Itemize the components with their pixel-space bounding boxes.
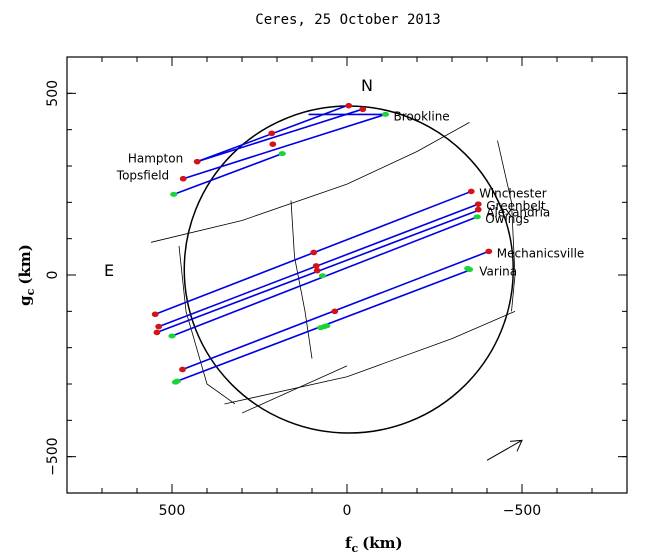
station-label: Brookline <box>394 109 450 123</box>
y-axis-subscript: c <box>24 288 37 295</box>
station-label: Greenbelt <box>486 199 546 213</box>
axis-ticks: 500 0 −500 500 0 −500 <box>45 57 627 519</box>
green-timing-point <box>317 325 325 331</box>
grid-line <box>178 245 236 405</box>
station-label: Topsfield <box>116 169 169 183</box>
y-axis-symbol: g <box>16 295 34 306</box>
red-timing-point <box>268 130 276 137</box>
red-timing-point <box>485 248 493 255</box>
chord-line <box>173 152 283 196</box>
y-tick-label: −500 <box>45 437 61 475</box>
green-timing-point <box>323 323 331 329</box>
red-timing-point <box>467 188 475 195</box>
station-label: Owings <box>485 212 529 226</box>
plot-border <box>66 56 628 494</box>
y-axis-unit: (km) <box>16 244 34 284</box>
station-label: Alexandria <box>486 205 550 219</box>
east-label: E <box>104 261 114 280</box>
motion-arrow <box>486 439 523 461</box>
timing-points <box>151 102 493 385</box>
grid-line <box>224 310 516 405</box>
chart-title: Ceres, 25 October 2013 <box>255 12 440 28</box>
x-axis-label: fc (km) <box>345 534 403 554</box>
limb-outline <box>183 105 514 434</box>
red-timing-point <box>155 323 163 330</box>
red-timing-point <box>345 102 353 109</box>
red-timing-point <box>312 263 320 269</box>
station-label: Hampton <box>128 152 183 166</box>
x-tick-label: 500 <box>159 503 186 519</box>
x-axis-unit: (km) <box>362 534 402 552</box>
grid-line <box>150 122 470 243</box>
chord-line <box>196 108 362 163</box>
green-timing-point <box>464 265 472 271</box>
green-timing-point <box>318 273 327 279</box>
red-timing-point <box>153 329 161 336</box>
limb-ellipse <box>183 105 514 434</box>
arrow-shaft <box>486 439 523 461</box>
red-timing-point <box>331 308 339 315</box>
chord-line <box>182 113 386 180</box>
green-timing-point <box>168 333 176 339</box>
red-timing-point <box>474 206 482 213</box>
x-axis-symbol: f <box>345 534 353 552</box>
north-label: N <box>361 76 373 95</box>
green-timing-point <box>171 379 180 385</box>
svg-text:fc(km): fc (km) <box>345 534 403 554</box>
x-tick-label: −500 <box>503 503 541 519</box>
chord-lines <box>154 104 490 382</box>
green-timing-point <box>473 214 481 220</box>
svg-text:gc(km): gc (km) <box>16 244 37 306</box>
grid-line <box>290 200 313 359</box>
y-tick-label: 500 <box>45 80 61 107</box>
green-timing-point <box>381 111 390 117</box>
green-timing-point <box>170 191 178 197</box>
y-tick-label: 0 <box>45 271 61 280</box>
red-timing-point <box>179 366 186 373</box>
red-timing-point <box>474 201 482 207</box>
red-timing-point <box>359 106 367 113</box>
station-labels: Brookline Hampton Topsfield WinchesterGreen… <box>116 109 585 278</box>
red-timing-point <box>310 249 318 256</box>
x-tick-label: 0 <box>343 503 352 519</box>
arrow-head <box>509 439 523 452</box>
station-label: Varina <box>479 265 517 279</box>
y-axis-label: gc (km) <box>16 244 37 306</box>
x-axis-subscript: c <box>351 542 358 554</box>
red-timing-point <box>193 158 201 165</box>
grid-line <box>241 365 348 414</box>
grid-lines <box>150 122 516 414</box>
plot-frame <box>66 56 628 494</box>
green-timing-point <box>278 151 286 157</box>
station-label: Mechanicsville <box>497 246 585 260</box>
red-timing-point <box>179 175 187 182</box>
red-timing-point <box>313 267 321 274</box>
grid-line <box>497 140 516 312</box>
red-timing-point <box>151 311 159 318</box>
red-timing-point <box>269 141 277 147</box>
station-label: Winchester <box>479 186 546 200</box>
